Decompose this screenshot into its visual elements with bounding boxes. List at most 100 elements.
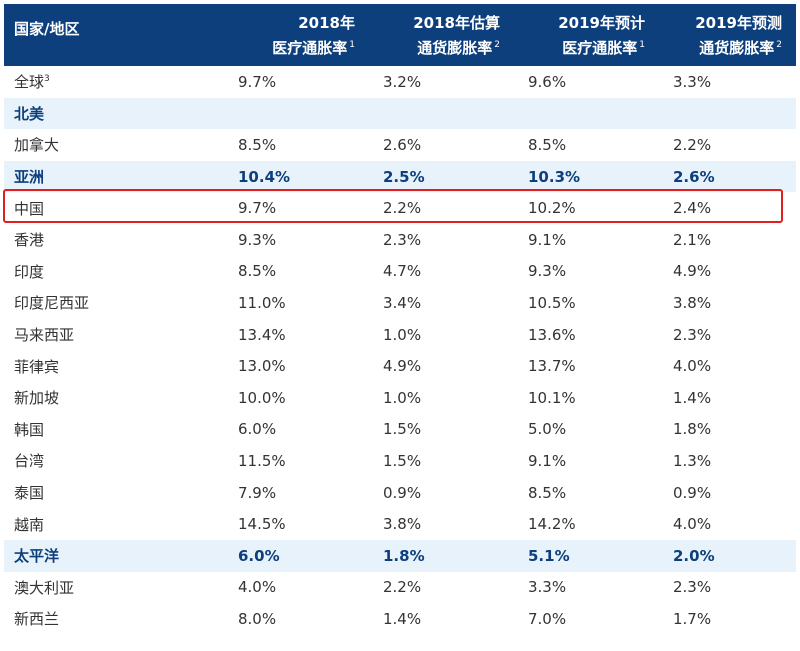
value-cell: 1.8% xyxy=(673,420,712,439)
table-row: 香港 9.3% 2.3% 9.1% 2.1% xyxy=(4,224,796,256)
country-name: 越南 xyxy=(4,514,224,535)
value-cell: 1.0% xyxy=(383,325,422,344)
country-name: 韩国 xyxy=(4,419,224,440)
value-cell: 10.1% xyxy=(528,388,576,407)
value-cell: 2.5% xyxy=(383,167,425,186)
country-name: 加拿大 xyxy=(4,134,224,155)
value-cell: 9.1% xyxy=(528,230,567,249)
table-body: 全球3 9.7% 3.2% 9.6% 3.3% 北美 加拿大 8.5% 2.6% 8.5% 2.2%… xyxy=(4,66,796,635)
value-cell: 3.4% xyxy=(383,293,422,312)
header-2019-projected-medical-inflation: 2019年预计 医疗通胀率 1 xyxy=(514,4,659,66)
value-cell: 10.3% xyxy=(528,167,581,186)
value-cell: 1.3% xyxy=(673,451,712,470)
country-label: 香港 xyxy=(14,231,45,250)
value-cell: 8.0% xyxy=(238,609,277,628)
country-label: 全球 xyxy=(14,73,45,92)
country-label: 菲律宾 xyxy=(14,357,60,376)
country-name: 澳大利亚 xyxy=(4,577,224,598)
header-line2-text: 医疗通胀率 xyxy=(562,38,638,57)
value-cell: 2.2% xyxy=(383,199,422,218)
table-row: 中国 9.7% 2.2% 10.2% 2.4% xyxy=(4,192,796,224)
table-row: 印度 8.5% 4.7% 9.3% 4.9% xyxy=(4,256,796,288)
value-cell: 6.0% xyxy=(238,546,280,565)
header-2019-forecast-inflation: 2019年预测 通货膨胀率 2 xyxy=(659,4,796,66)
value-cell: 2.2% xyxy=(673,135,712,154)
country-name: 香港 xyxy=(4,229,224,250)
value-cell: 9.7% xyxy=(238,199,277,218)
country-label: 加拿大 xyxy=(14,136,60,155)
value-cell: 13.7% xyxy=(528,357,576,376)
footnote-marker: 3 xyxy=(44,74,50,85)
value-cell: 1.4% xyxy=(673,388,712,407)
country-name: 台湾 xyxy=(4,450,224,471)
country-label: 马来西亚 xyxy=(14,326,75,345)
value-cell: 1.4% xyxy=(383,609,422,628)
country-name: 印度尼西亚 xyxy=(4,292,224,313)
value-cell: 11.5% xyxy=(238,451,286,470)
header-label: 国家/地区 xyxy=(14,20,80,38)
value-cell: 1.8% xyxy=(383,546,425,565)
footnote-marker: 2 xyxy=(776,39,782,50)
header-country-region: 国家/地区 xyxy=(4,4,224,66)
value-cell: 13.0% xyxy=(238,357,286,376)
value-cell: 3.3% xyxy=(673,72,712,91)
header-line1: 2018年 xyxy=(298,13,355,32)
value-cell: 1.5% xyxy=(383,451,422,470)
region-row: 太平洋 6.0% 1.8% 5.1% 2.0% xyxy=(4,539,796,572)
value-cell: 2.0% xyxy=(673,546,715,565)
region-row: 北美 xyxy=(4,97,796,130)
table-row: 印度尼西亚 11.0% 3.4% 10.5% 3.8% xyxy=(4,287,796,319)
country-label: 台湾 xyxy=(14,452,45,471)
header-line2-text: 医疗通胀率 xyxy=(272,38,348,57)
footnote-marker: 1 xyxy=(349,39,355,50)
value-cell: 7.0% xyxy=(528,609,567,628)
country-label: 亚洲 xyxy=(14,168,45,187)
country-name: 太平洋 xyxy=(4,545,224,566)
value-cell: 10.0% xyxy=(238,388,286,407)
value-cell: 4.7% xyxy=(383,262,422,281)
header-line2: 医疗通胀率 1 xyxy=(562,34,645,59)
value-cell: 3.3% xyxy=(528,578,567,597)
country-name: 泰国 xyxy=(4,482,224,503)
value-cell: 5.1% xyxy=(528,546,570,565)
country-label: 中国 xyxy=(14,199,45,218)
footnote-marker: 2 xyxy=(494,39,500,50)
header-line1: 2019年预测 xyxy=(695,13,782,32)
value-cell: 8.5% xyxy=(528,135,567,154)
value-cell: 2.3% xyxy=(673,325,712,344)
country-label: 澳大利亚 xyxy=(14,578,75,597)
value-cell: 14.2% xyxy=(528,515,576,534)
value-cell: 10.2% xyxy=(528,199,576,218)
value-cell: 2.6% xyxy=(383,135,422,154)
value-cell: 6.0% xyxy=(238,420,277,439)
country-label: 新加坡 xyxy=(14,389,60,408)
value-cell: 7.9% xyxy=(238,483,277,502)
value-cell: 4.0% xyxy=(673,357,712,376)
table-row: 菲律宾 13.0% 4.9% 13.7% 4.0% xyxy=(4,350,796,382)
value-cell: 8.5% xyxy=(528,483,567,502)
footnote-marker: 1 xyxy=(639,39,645,50)
header-2018-medical-inflation: 2018年 医疗通胀率 1 xyxy=(224,4,369,66)
country-label: 越南 xyxy=(14,515,45,534)
country-label: 印度 xyxy=(14,262,45,281)
value-cell: 9.6% xyxy=(528,72,567,91)
header-line1: 2018年估算 xyxy=(413,13,500,32)
header-line2: 通货膨胀率 2 xyxy=(699,34,782,59)
header-line2-text: 通货膨胀率 xyxy=(699,38,775,57)
value-cell: 1.0% xyxy=(383,388,422,407)
value-cell: 3.8% xyxy=(673,293,712,312)
value-cell: 2.4% xyxy=(673,199,712,218)
inflation-table: 国家/地区 2018年 医疗通胀率 1 2018年估算 通货膨胀率 2 2019年预… xyxy=(4,4,796,635)
value-cell: 9.3% xyxy=(238,230,277,249)
value-cell: 2.1% xyxy=(673,230,712,249)
value-cell: 13.6% xyxy=(528,325,576,344)
table-row: 全球3 9.7% 3.2% 9.6% 3.3% xyxy=(4,66,796,98)
country-label: 北美 xyxy=(14,104,45,123)
value-cell: 10.5% xyxy=(528,293,576,312)
country-name: 中国 xyxy=(4,198,224,219)
header-line1: 2019年预计 xyxy=(558,13,645,32)
header-2018-est-inflation: 2018年估算 通货膨胀率 2 xyxy=(369,4,514,66)
header-line2: 医疗通胀率 1 xyxy=(272,34,355,59)
region-row: 亚洲 10.4% 2.5% 10.3% 2.6% xyxy=(4,160,796,193)
value-cell: 3.8% xyxy=(383,515,422,534)
